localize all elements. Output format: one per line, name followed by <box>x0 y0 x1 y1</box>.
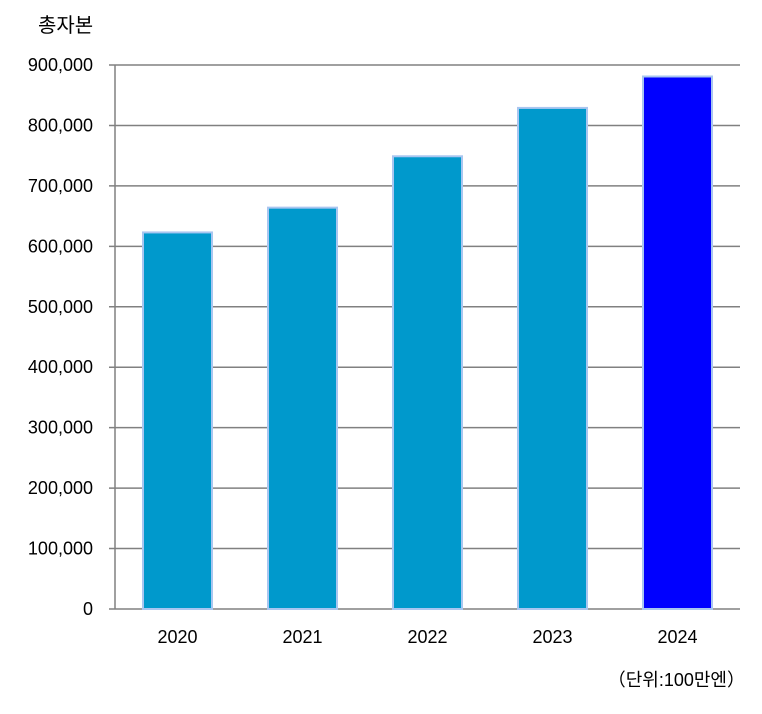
y-axis: 0 100,000 200,000 300,000 400,000 500,000 600,… <box>28 55 93 619</box>
chart-title: 총자본 <box>38 14 93 37</box>
unit-note: （단위:100만엔） <box>608 670 745 690</box>
y-tick-label: 400,000 <box>28 357 93 377</box>
bars <box>142 75 713 611</box>
x-tick-label: 2020 <box>157 627 197 647</box>
y-tick-label: 500,000 <box>28 297 93 317</box>
x-tick-label: 2023 <box>532 627 572 647</box>
x-tick-label: 2024 <box>657 627 697 647</box>
y-tick-label: 100,000 <box>28 539 93 559</box>
y-tick-label: 600,000 <box>28 236 93 256</box>
bar-2024 <box>642 75 713 611</box>
y-tick-label: 900,000 <box>28 55 93 75</box>
bar-2020 <box>142 231 213 610</box>
x-axis: 2020 2021 2022 2023 2024 <box>157 627 697 647</box>
bar-2023 <box>517 106 588 610</box>
y-tick-label: 700,000 <box>28 176 93 196</box>
y-tick-label: 800,000 <box>28 115 93 135</box>
y-tick-label: 0 <box>83 599 93 619</box>
bar-2021 <box>267 206 338 610</box>
y-tick-label: 200,000 <box>28 478 93 498</box>
y-tick-label: 300,000 <box>28 418 93 438</box>
x-tick-label: 2021 <box>282 627 322 647</box>
bar-2022 <box>392 155 463 610</box>
x-tick-label: 2022 <box>407 627 447 647</box>
